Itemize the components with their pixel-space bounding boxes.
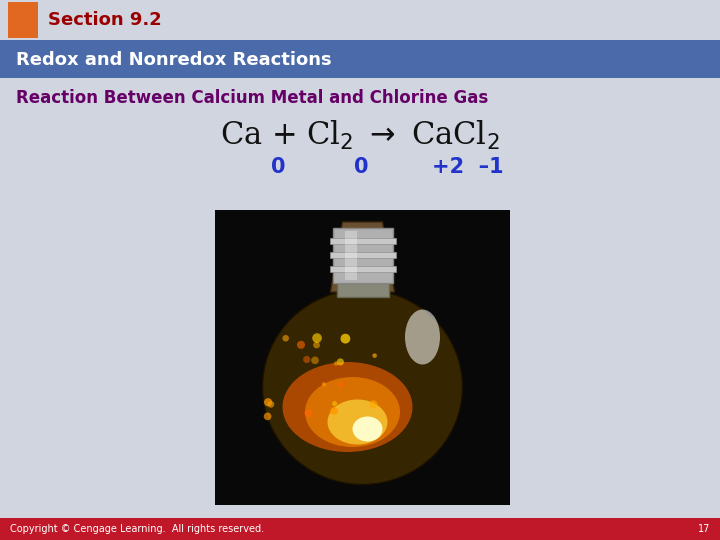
Text: Section 9.2: Section 9.2 [48,11,162,29]
FancyBboxPatch shape [8,2,38,38]
Circle shape [297,341,305,349]
Ellipse shape [282,362,413,452]
Text: 0: 0 [354,157,368,177]
Text: Ca + Cl$_2$ $\rightarrow$ CaCl$_2$: Ca + Cl$_2$ $\rightarrow$ CaCl$_2$ [220,119,500,152]
Ellipse shape [263,289,462,484]
Circle shape [337,359,344,366]
Bar [0,40,720,78]
Circle shape [369,400,377,409]
Bar [330,252,395,258]
Circle shape [338,381,343,387]
Bar [344,231,356,280]
Circle shape [313,342,320,348]
Text: 0: 0 [572,333,668,468]
Ellipse shape [353,416,382,442]
Circle shape [332,401,337,406]
Circle shape [264,413,271,420]
Circle shape [312,333,322,343]
Text: Reaction Between Calcium Metal and Chlorine Gas: Reaction Between Calcium Metal and Chlor… [16,89,488,107]
Text: +2  –1: +2 –1 [432,157,504,177]
Circle shape [264,398,272,407]
Circle shape [330,407,338,415]
Text: 17: 17 [698,524,710,534]
Ellipse shape [305,377,400,447]
Circle shape [334,361,338,366]
Bar [330,266,395,272]
Polygon shape [330,222,395,292]
Circle shape [341,334,351,343]
Ellipse shape [405,309,440,364]
Text: Copyright © Cengage Learning.  All rights reserved.: Copyright © Cengage Learning. All rights… [10,524,264,534]
Circle shape [305,409,313,417]
Circle shape [268,401,274,408]
Text: 0: 0 [42,313,138,448]
Circle shape [303,356,310,363]
Bar [215,210,510,505]
Ellipse shape [328,400,387,444]
Text: 0: 0 [271,157,285,177]
Bar [330,238,395,244]
FancyBboxPatch shape [38,2,258,38]
Text: Redox and Nonredox Reactions: Redox and Nonredox Reactions [16,51,332,69]
Circle shape [282,335,289,341]
Bar [0,518,720,540]
Circle shape [372,353,377,358]
Circle shape [322,382,326,387]
Bar [336,283,389,297]
Circle shape [331,408,336,413]
Circle shape [311,356,319,364]
Bar [333,228,392,283]
